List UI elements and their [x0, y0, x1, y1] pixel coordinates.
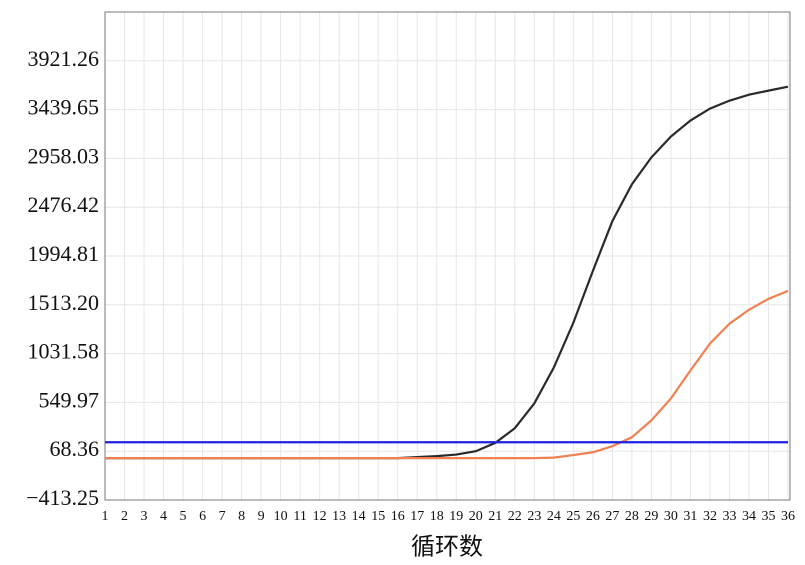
x-tick-label: 5 [180, 509, 187, 524]
x-tick-label: 9 [258, 509, 265, 524]
x-tick-label: 4 [160, 509, 167, 524]
x-tick-label: 20 [469, 509, 483, 524]
x-tick-label: 14 [352, 509, 366, 524]
x-tick-label: 17 [410, 509, 424, 524]
x-tick-label: 35 [761, 509, 775, 524]
y-tick-label: 2476.42 [28, 192, 100, 217]
x-tick-label: 27 [605, 509, 619, 524]
series-line [105, 289, 789, 460]
x-tick-label: 11 [293, 509, 306, 524]
x-tick-label: 31 [683, 509, 697, 524]
y-tick-label: 549.97 [39, 387, 100, 412]
x-tick-label: 3 [141, 509, 148, 524]
x-tick-label: 26 [586, 509, 600, 524]
plot-frame [104, 11, 791, 501]
x-tick-label: 36 [781, 509, 795, 524]
x-tick-label: 21 [488, 509, 502, 524]
x-tick-label: 6 [199, 509, 206, 524]
x-tick-label: 30 [664, 509, 678, 524]
y-tick-label: 1031.58 [28, 339, 100, 364]
x-tick-label: 33 [722, 509, 736, 524]
x-tick-label: 19 [449, 509, 463, 524]
x-tick-label: 16 [391, 509, 405, 524]
x-tick-label: 32 [703, 509, 717, 524]
y-tick-label: 3439.65 [28, 95, 100, 120]
y-tick-label: 3921.26 [28, 46, 100, 71]
x-axis-label: 循环数 [411, 534, 483, 561]
x-tick-label: 18 [430, 509, 444, 524]
x-tick-label: 10 [274, 509, 288, 524]
x-tick-label: 15 [371, 509, 385, 524]
y-tick-label: 1994.81 [28, 241, 100, 266]
x-tick-label: 34 [742, 509, 756, 524]
y-tick-label: 2958.03 [28, 143, 100, 168]
x-tick-label: 13 [332, 509, 346, 524]
x-tick-label: 23 [527, 509, 541, 524]
x-tick-label: 1 [102, 509, 109, 524]
y-tick-label: 68.36 [50, 436, 100, 461]
x-tick-label: 22 [508, 509, 522, 524]
x-tick-label: 2 [121, 509, 128, 524]
x-tick-label: 25 [566, 509, 580, 524]
x-tick-label: 12 [313, 509, 327, 524]
y-tick-label: 1513.20 [28, 290, 100, 315]
y-tick-label: −413.25 [26, 485, 99, 510]
x-tick-label: 24 [547, 509, 561, 524]
x-tick-label: 8 [238, 509, 245, 524]
x-tick-label: 7 [219, 509, 226, 524]
x-tick-label: 29 [644, 509, 658, 524]
x-tick-label: 28 [625, 509, 639, 524]
